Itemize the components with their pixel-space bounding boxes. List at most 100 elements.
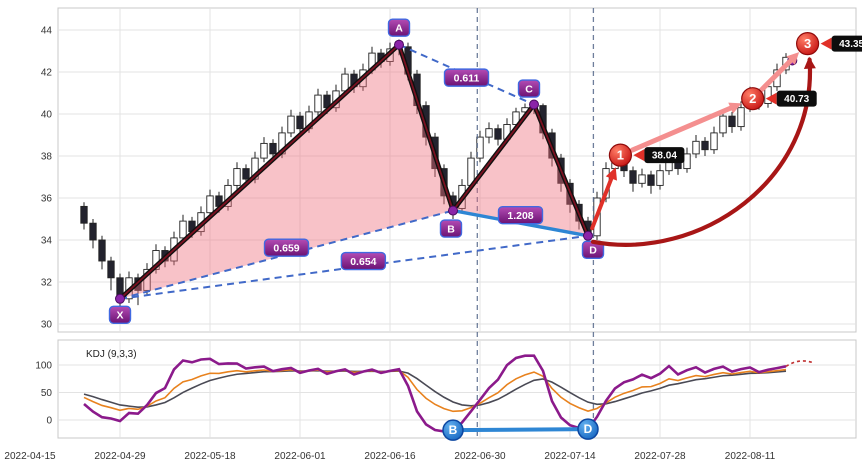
candle-body bbox=[89, 222, 97, 241]
arrow-shaft bbox=[590, 171, 616, 231]
arrowhead bbox=[728, 102, 742, 114]
pattern-point-dot bbox=[583, 230, 593, 241]
kdj-d-line bbox=[83, 369, 787, 408]
target-circle bbox=[608, 143, 633, 167]
point-label-C: C bbox=[517, 79, 541, 98]
svg-text:0: 0 bbox=[46, 416, 52, 427]
svg-text:2022-04-29: 2022-04-29 bbox=[94, 451, 146, 462]
candle-body bbox=[296, 115, 304, 130]
svg-text:0.659: 0.659 bbox=[273, 243, 299, 255]
arrow-shaft bbox=[629, 103, 738, 153]
candle-body bbox=[314, 94, 322, 113]
pattern-fill-triangle bbox=[453, 104, 588, 236]
candle-body bbox=[80, 205, 88, 224]
candle-body bbox=[233, 168, 241, 186]
svg-text:B: B bbox=[447, 223, 455, 235]
point-label-D: D bbox=[581, 240, 605, 260]
svg-text:32: 32 bbox=[41, 278, 53, 289]
kdj-bd-line bbox=[452, 427, 589, 433]
target-3: 43.35 3 bbox=[795, 32, 862, 56]
svg-text:30: 30 bbox=[41, 320, 53, 331]
svg-text:50: 50 bbox=[41, 388, 53, 399]
svg-text:B: B bbox=[449, 423, 458, 437]
target-circle bbox=[741, 87, 765, 111]
price-tag bbox=[831, 35, 862, 52]
kdj-lines bbox=[83, 354, 813, 433]
candle-body bbox=[287, 115, 295, 134]
pattern-fill-triangle bbox=[120, 44, 453, 299]
svg-text:40.73: 40.73 bbox=[784, 94, 809, 105]
pattern-point-dot bbox=[394, 39, 404, 50]
tag-arrow bbox=[765, 92, 777, 105]
candle-body bbox=[107, 260, 115, 279]
svg-text:38.04: 38.04 bbox=[652, 151, 677, 162]
pattern-point-dot bbox=[115, 293, 125, 304]
svg-text:0.654: 0.654 bbox=[350, 256, 376, 268]
candle-body bbox=[683, 153, 691, 170]
svg-text:D: D bbox=[589, 245, 597, 257]
pattern-leg-inner bbox=[533, 104, 589, 237]
tag-arrow bbox=[633, 149, 645, 162]
candle-body bbox=[656, 170, 664, 186]
arrowhead bbox=[786, 52, 800, 65]
point-label-X: X bbox=[108, 305, 132, 324]
svg-text:34: 34 bbox=[41, 236, 53, 247]
arrow-shaft bbox=[759, 54, 797, 92]
svg-text:36: 36 bbox=[41, 194, 53, 205]
svg-text:100: 100 bbox=[35, 361, 52, 372]
svg-text:2022-08-11: 2022-08-11 bbox=[725, 451, 776, 462]
candle-body bbox=[98, 239, 106, 262]
target-2: 40.73 2 bbox=[741, 87, 817, 111]
pattern-layer: 0.659 0.654 0.611 1.208 X A B C D bbox=[108, 18, 798, 324]
candle-body bbox=[719, 115, 727, 134]
pattern-point-dot bbox=[448, 205, 458, 216]
kdj-marker-circle bbox=[442, 419, 464, 441]
svg-text:40: 40 bbox=[41, 110, 53, 121]
axis-labels: 30 32 34 36 38 40 42 44 0 50 100 2022-04-15 2022-04-… bbox=[4, 26, 775, 463]
svg-text:1.208: 1.208 bbox=[507, 210, 533, 222]
candle-body bbox=[341, 73, 349, 92]
svg-text:2022-06-16: 2022-06-16 bbox=[364, 451, 416, 462]
kdj-k-line bbox=[83, 368, 787, 413]
kdj-j-line bbox=[83, 354, 787, 433]
svg-text:3: 3 bbox=[804, 36, 811, 51]
svg-text:2022-06-01: 2022-06-01 bbox=[274, 451, 326, 462]
candle-body bbox=[710, 132, 718, 151]
price-tag bbox=[776, 90, 817, 107]
svg-text:42: 42 bbox=[41, 68, 53, 79]
target-circle bbox=[795, 32, 820, 56]
target-1: 38.04 1 bbox=[608, 143, 685, 167]
kdj-marker-circle bbox=[577, 418, 599, 440]
kdj-forecast-dash bbox=[785, 360, 813, 367]
ratio-label-0.611: 0.611 bbox=[443, 68, 490, 87]
svg-text:X: X bbox=[116, 310, 123, 322]
svg-text:2022-05-18: 2022-05-18 bbox=[184, 451, 236, 462]
pattern-leg-inner bbox=[398, 44, 454, 211]
ratio-label-0.654: 0.654 bbox=[340, 251, 387, 271]
candle-body bbox=[737, 107, 745, 128]
svg-text:1: 1 bbox=[617, 148, 624, 163]
projection-layer: 38.04 1 40.73 2 43.35 3 bbox=[590, 32, 862, 247]
candle-body bbox=[629, 170, 637, 184]
svg-text:2022-07-28: 2022-07-28 bbox=[634, 451, 686, 462]
candle-body bbox=[260, 142, 268, 159]
svg-text:D: D bbox=[584, 422, 593, 436]
grid-layer bbox=[57, 7, 857, 439]
candle-body bbox=[638, 174, 646, 184]
candle-body bbox=[269, 142, 277, 155]
main-panel bbox=[57, 7, 857, 333]
candle-body bbox=[242, 168, 250, 180]
svg-text:2022-07-14: 2022-07-14 bbox=[544, 451, 596, 462]
candle-body bbox=[179, 220, 187, 239]
tag-arrow bbox=[820, 37, 832, 50]
point-label-B: B bbox=[439, 219, 463, 238]
ratio-label-0.659: 0.659 bbox=[263, 238, 310, 257]
point-label-A: A bbox=[387, 18, 411, 37]
candle-body bbox=[206, 195, 214, 214]
pattern-point-dot bbox=[529, 99, 539, 110]
ratio-label-1.208: 1.208 bbox=[497, 205, 544, 225]
svg-text:A: A bbox=[395, 23, 403, 35]
